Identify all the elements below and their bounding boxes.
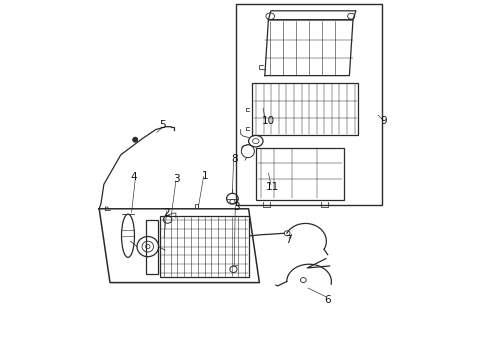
Text: 5: 5 xyxy=(159,120,166,130)
Ellipse shape xyxy=(133,137,138,142)
Bar xyxy=(252,83,358,135)
Bar xyxy=(146,220,157,274)
Text: 3: 3 xyxy=(173,174,180,184)
Text: 7: 7 xyxy=(285,235,292,245)
Text: 1: 1 xyxy=(202,171,209,181)
Text: 6: 6 xyxy=(324,294,331,305)
Text: 3: 3 xyxy=(233,202,239,212)
Text: 2: 2 xyxy=(163,208,170,218)
Text: 8: 8 xyxy=(231,154,238,164)
Text: 10: 10 xyxy=(262,116,275,126)
Text: 11: 11 xyxy=(266,182,279,192)
Bar xyxy=(236,4,382,205)
Bar xyxy=(256,148,344,200)
Text: 4: 4 xyxy=(131,172,137,182)
Bar xyxy=(160,216,248,277)
Text: 9: 9 xyxy=(380,116,387,126)
